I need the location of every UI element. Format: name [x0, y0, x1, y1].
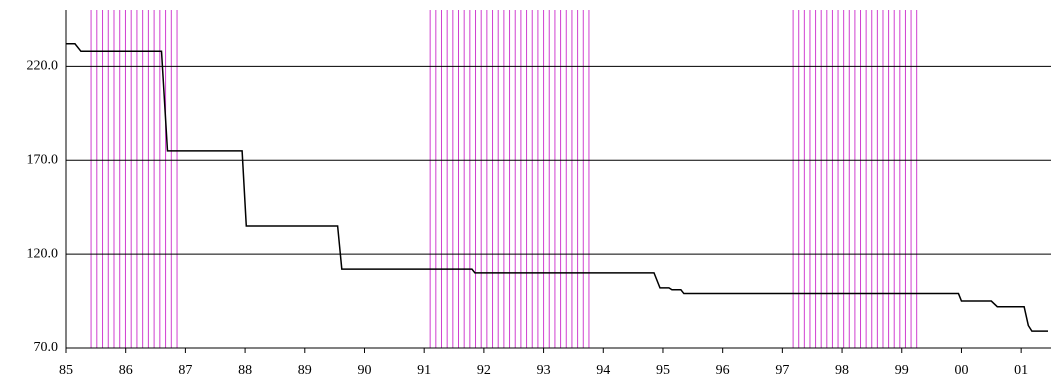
x-tick-label: 98	[835, 363, 849, 378]
x-tick-label: 86	[119, 363, 133, 378]
x-tick-label: 99	[895, 363, 909, 378]
x-tick-label: 01	[1014, 363, 1028, 378]
x-tick-label: 88	[238, 363, 252, 378]
x-tick-label: 93	[537, 363, 551, 378]
x-tick-label: 90	[357, 363, 371, 378]
y-tick-label: 220.0	[27, 59, 59, 74]
x-tick-label: 89	[298, 363, 312, 378]
x-tick-label: 95	[656, 363, 670, 378]
x-tick-label: 85	[59, 363, 73, 378]
x-tick-label: 94	[596, 363, 610, 378]
y-tick-label: 70.0	[34, 340, 59, 355]
x-tick-label: 92	[477, 363, 491, 378]
x-tick-label: 96	[716, 363, 730, 378]
x-tick-label: 91	[417, 363, 431, 378]
x-tick-label: 87	[178, 363, 192, 378]
y-tick-label: 120.0	[27, 246, 59, 261]
y-tick-label: 170.0	[27, 152, 59, 167]
data-line	[66, 43, 1049, 332]
x-tick-label: 97	[775, 363, 789, 378]
x-tick-label: 00	[954, 363, 968, 378]
